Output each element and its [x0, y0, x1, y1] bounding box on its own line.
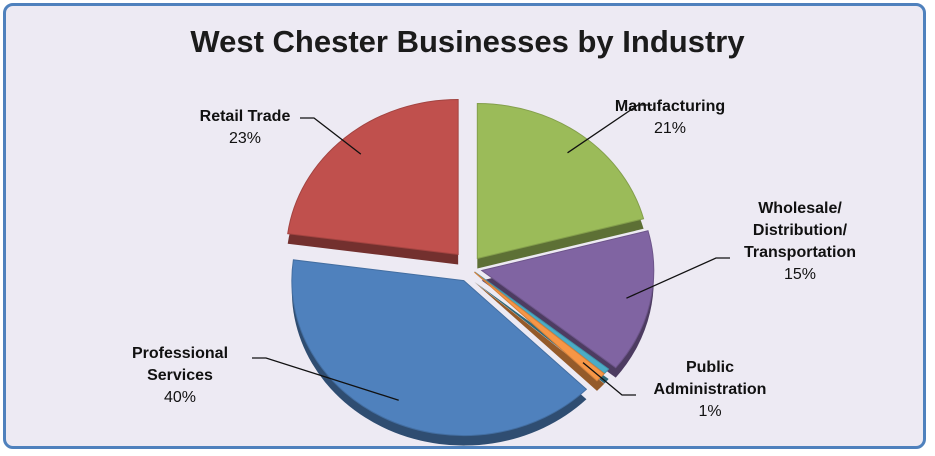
- slice-value-manufacturing: 21%: [653, 120, 687, 137]
- leader-line-0: [567, 104, 652, 154]
- slice-value-wholesale: 15%: [783, 266, 817, 283]
- slice-value-public-administration: 1%: [698, 403, 722, 420]
- slice-side-3: [474, 282, 605, 391]
- label-retail-trade: Retail Trade 23%: [175, 106, 315, 150]
- pie-slice-0: [476, 102, 645, 260]
- slice-label-manufacturing: Manufacturing: [614, 98, 726, 115]
- label-manufacturing: Manufacturing 21%: [600, 96, 740, 140]
- leader-line-5: [300, 117, 362, 155]
- slice-label-public-administration: Public Administration: [653, 359, 767, 398]
- leader-line-1: [626, 257, 730, 299]
- chart-title: West Chester Businesses by Industry: [190, 24, 745, 59]
- slice-value-retail-trade: 23%: [228, 130, 262, 147]
- pie-slice-1: [480, 230, 655, 369]
- slice-value-professional-services: 40%: [163, 389, 197, 406]
- label-public-administration: Public Administration 1%: [630, 357, 790, 423]
- leader-line-4: [252, 357, 399, 401]
- slice-label-retail-trade: Retail Trade: [199, 108, 291, 125]
- leader-line-3: [582, 362, 636, 396]
- label-wholesale: Wholesale/ Distribution/ Transportation …: [720, 198, 880, 286]
- slice-label-professional-services: Professional Services: [131, 345, 229, 384]
- label-professional-services: Professional Services 40%: [110, 343, 250, 409]
- slice-label-wholesale: Wholesale/ Distribution/ Transportation: [743, 200, 856, 261]
- pie-slice-5: [287, 98, 459, 256]
- pie-slice-4: [291, 259, 588, 437]
